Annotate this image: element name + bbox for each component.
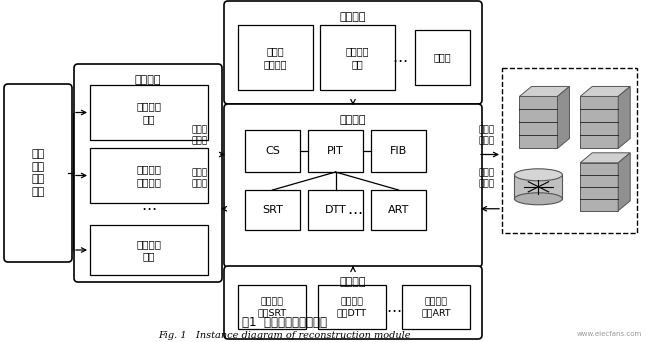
FancyBboxPatch shape: [224, 266, 482, 339]
Text: SRT: SRT: [262, 205, 283, 215]
Text: …: …: [142, 197, 157, 212]
Ellipse shape: [514, 169, 562, 181]
Text: Fig. 1   Instance diagram of reconstruction module: Fig. 1 Instance diagram of reconstructio…: [159, 331, 411, 341]
FancyBboxPatch shape: [74, 64, 222, 282]
Text: 不缓存: 不缓存: [433, 53, 452, 63]
Text: www.elecfans.com: www.elecfans.com: [576, 331, 642, 337]
Polygon shape: [618, 87, 630, 148]
Bar: [90, 85, 208, 140]
FancyBboxPatch shape: [4, 84, 72, 262]
Text: 持久兴趣
请求: 持久兴趣 请求: [137, 239, 162, 261]
Bar: [308, 190, 363, 230]
Text: 转发请
求报文: 转发请 求报文: [479, 125, 495, 145]
Text: 查询
匹配
业务
类型: 查询 匹配 业务 类型: [31, 149, 45, 197]
FancyBboxPatch shape: [580, 96, 618, 148]
Text: 蚁群路由
生成ART: 蚁群路由 生成ART: [421, 297, 451, 317]
Polygon shape: [520, 87, 569, 96]
Bar: [502, 68, 637, 233]
Text: …: …: [386, 300, 402, 315]
FancyBboxPatch shape: [520, 96, 558, 148]
Text: 路由计算: 路由计算: [340, 277, 366, 287]
Ellipse shape: [514, 193, 562, 205]
Polygon shape: [618, 153, 630, 211]
Polygon shape: [558, 87, 569, 148]
Bar: [90, 148, 208, 203]
Bar: [371, 130, 426, 172]
Text: 边缘概率
缓存: 边缘概率 缓存: [345, 46, 369, 69]
Bar: [320, 25, 395, 90]
Bar: [371, 190, 426, 230]
Bar: [238, 25, 313, 90]
Bar: [308, 130, 363, 172]
Text: ART: ART: [388, 205, 409, 215]
Bar: [514, 175, 562, 199]
Text: 逐一内容
请求: 逐一内容 请求: [137, 101, 162, 124]
Bar: [245, 190, 300, 230]
Text: 内容请求: 内容请求: [135, 75, 161, 85]
Text: 数据缓存: 数据缓存: [340, 12, 366, 22]
Text: FIB: FIB: [390, 146, 407, 156]
Text: PIT: PIT: [327, 146, 344, 156]
Bar: [318, 285, 386, 329]
Polygon shape: [580, 87, 630, 96]
Bar: [245, 130, 300, 172]
FancyBboxPatch shape: [224, 1, 482, 104]
Text: …: …: [393, 50, 408, 65]
Text: 转发数
据报文: 转发数 据报文: [192, 168, 208, 188]
Bar: [90, 225, 208, 275]
Text: 渐进式
内容缓存: 渐进式 内容缓存: [264, 46, 287, 69]
Text: CS: CS: [265, 146, 280, 156]
Bar: [415, 30, 470, 85]
Text: DTT: DTT: [325, 205, 346, 215]
Text: 图1  重构模块实例示意图: 图1 重构模块实例示意图: [242, 316, 327, 329]
Text: 接收数
据报文: 接收数 据报文: [479, 168, 495, 188]
FancyBboxPatch shape: [580, 163, 618, 211]
Bar: [238, 285, 306, 329]
FancyBboxPatch shape: [224, 104, 482, 267]
Text: 内容查找: 内容查找: [340, 115, 366, 125]
Text: 相关并行
预测请求: 相关并行 预测请求: [137, 164, 162, 187]
Polygon shape: [580, 153, 630, 163]
Text: …: …: [347, 202, 362, 218]
Text: 发送请
求报文: 发送请 求报文: [192, 125, 208, 145]
Text: 捷径路由
生成SRT: 捷径路由 生成SRT: [258, 297, 287, 317]
Bar: [402, 285, 470, 329]
Text: 循迹路由
生成DTT: 循迹路由 生成DTT: [337, 297, 367, 317]
